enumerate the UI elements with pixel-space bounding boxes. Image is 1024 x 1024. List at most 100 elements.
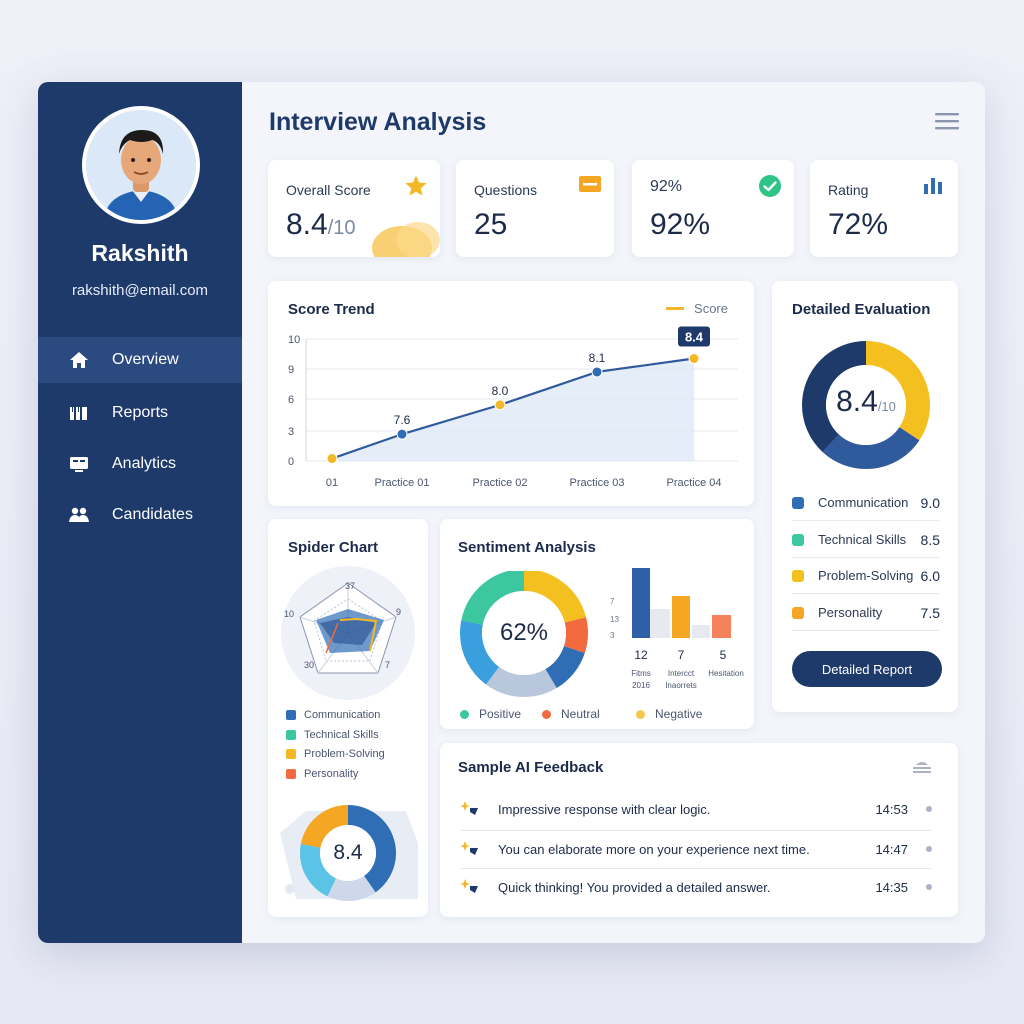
evaluation-donut — [802, 341, 930, 469]
technical-skills-icon — [792, 533, 804, 546]
main-content: Interview Analysis Overall Score 8.4/10 … — [242, 82, 985, 943]
sentiment-donut — [460, 571, 588, 697]
y-tick-label: 6 — [288, 394, 294, 406]
user-email: rakshith@email.com — [71, 282, 209, 299]
status-dot — [926, 806, 932, 812]
candidates-icon — [68, 504, 90, 526]
legend-swatch — [286, 769, 296, 779]
sidebar-item-label: Reports — [112, 404, 169, 421]
accuracy-card[interactable]: 92% 92% — [632, 160, 794, 257]
evaluation-value: 7.5 — [920, 604, 940, 621]
bar-axis-label: 13 — [610, 615, 619, 624]
legend-item: Personality — [286, 768, 358, 780]
feedback-item[interactable]: You can elaborate more on your experienc… — [460, 830, 932, 868]
sentiment-analysis-card: Sentiment Analysis 62% 7 13 3 — [440, 519, 754, 729]
y-tick-label: 3 — [288, 426, 294, 438]
questions-card[interactable]: Questions 25 — [456, 160, 614, 257]
spider-axis-label: 30 — [304, 660, 315, 670]
point-label: 8.4 — [685, 330, 704, 345]
problem-solving-icon — [792, 569, 804, 582]
evaluation-value: 9.0 — [920, 494, 940, 511]
sidebar-item-analytics[interactable]: Analytics — [38, 441, 242, 487]
bar-axis-label: 7 — [610, 597, 615, 606]
home-icon — [68, 349, 90, 371]
feedback-item[interactable]: Quick thinking! You provided a detailed … — [460, 868, 932, 906]
legend-item: Technical Skills — [286, 729, 379, 741]
chart-legend: Score — [666, 301, 728, 316]
spider-axis-label: 9 — [396, 607, 402, 617]
legend-item: Positive — [460, 707, 521, 721]
stat-unit: /10 — [327, 217, 356, 239]
avatar[interactable] — [82, 106, 200, 224]
spider-axis-label: 10 — [284, 609, 295, 619]
legend-item: Negative — [636, 707, 702, 721]
menu-icon[interactable] — [935, 112, 959, 130]
spider-axis-label: 37 — [345, 581, 356, 591]
data-point — [326, 453, 338, 465]
bar-value: 5 — [719, 648, 727, 662]
x-tick-label: Practice 02 — [472, 477, 527, 489]
spider-chart — [281, 566, 415, 700]
sample-ai-feedback-card: Sample AI Feedback Impressive response w… — [440, 743, 958, 917]
stat-label: Rating — [828, 182, 869, 198]
detailed-evaluation-card: Detailed Evaluation 8.4/10 Communication… — [772, 281, 958, 712]
page-title: Interview Analysis — [269, 108, 487, 136]
divider — [460, 830, 932, 831]
evaluation-score: 8.4/10 — [836, 385, 896, 418]
x-tick-label: Practice 01 — [374, 477, 429, 489]
sidebar-item-candidates[interactable]: Candidates — [38, 492, 242, 538]
evaluation-row: Communication 9.0 — [792, 485, 940, 521]
x-tick-label: 01 — [326, 477, 338, 489]
evaluation-row: Problem-Solving 6.0 — [792, 558, 940, 594]
data-point — [591, 366, 603, 378]
feedback-time: 14:53 — [875, 801, 908, 817]
divider — [460, 868, 932, 869]
sparkle-icon — [460, 840, 480, 859]
collapse-icon[interactable] — [912, 759, 932, 778]
communication-icon — [792, 496, 804, 509]
feedback-time: 14:35 — [875, 879, 908, 895]
spider-axis-label: 7 — [385, 660, 391, 670]
card-title: Sentiment Analysis — [458, 539, 596, 556]
evaluation-label: Problem-Solving — [818, 568, 914, 583]
sidebar-item-reports[interactable]: Reports — [38, 390, 242, 436]
app-window: Rakshith rakshith@email.com Overview Rep… — [38, 82, 985, 943]
spider-chart-card: Spider Chart 37 9 7 30 10 Communication — [268, 519, 428, 917]
evaluation-label: Communication — [818, 495, 909, 510]
evaluation-value: 8.5 — [920, 531, 940, 548]
bar-label: Hesitation — [708, 669, 744, 678]
bar-axis-label: 3 — [610, 631, 615, 640]
chat-icon — [578, 174, 601, 196]
status-dot — [926, 884, 932, 890]
sidebar-item-overview[interactable]: Overview — [38, 337, 242, 383]
bar-chart-icon — [922, 174, 944, 196]
x-tick-label: Practice 03 — [569, 477, 624, 489]
feedback-time: 14:47 — [875, 841, 908, 857]
stat-label: 92% — [650, 178, 683, 195]
reports-icon — [68, 402, 90, 424]
legend-swatch — [286, 730, 296, 740]
legend-item: Problem-Solving — [286, 748, 385, 760]
overall-score-card[interactable]: Overall Score 8.4/10 — [268, 160, 440, 257]
legend-label: Score — [694, 301, 728, 316]
sidebar-item-label: Overview — [112, 351, 179, 368]
legend-swatch — [636, 709, 645, 719]
y-tick-label: 10 — [288, 334, 300, 346]
detailed-report-button[interactable]: Detailed Report — [792, 651, 942, 687]
feedback-item[interactable]: Impressive response with clear logic. 14… — [460, 790, 932, 828]
score-trend-card: Score Trend Score 10 9 6 3 0 7.6 8.0 8.1 8.4 01 Pr… — [268, 281, 754, 506]
legend-swatch — [286, 710, 296, 720]
spider-mini-donut — [280, 805, 418, 901]
y-tick-label: 0 — [288, 456, 294, 468]
data-point — [396, 428, 408, 440]
evaluation-label: Personality — [818, 605, 883, 620]
point-label-badge — [678, 326, 710, 347]
card-title: Score Trend — [288, 301, 375, 318]
personality-icon — [792, 606, 804, 619]
bar-value: 12 — [634, 648, 648, 662]
bar-label: Fitms 2016 — [631, 669, 651, 690]
point-label: 8.0 — [492, 384, 509, 398]
data-point — [494, 399, 506, 411]
rating-card[interactable]: Rating 72% — [810, 160, 958, 257]
analytics-icon — [68, 453, 90, 475]
